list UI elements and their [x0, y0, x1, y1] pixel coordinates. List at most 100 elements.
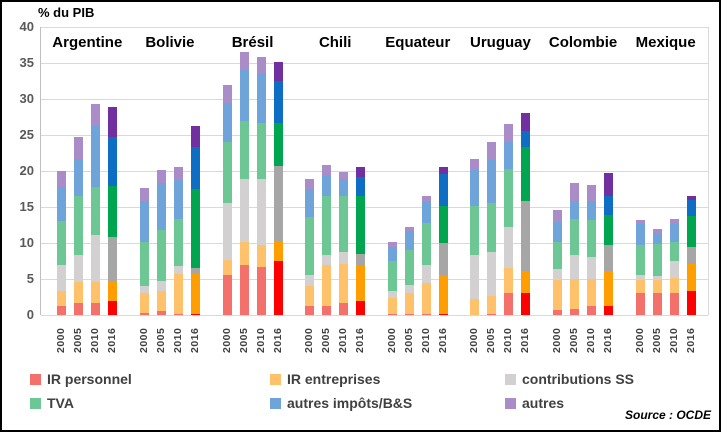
bar-segment-autres: [438, 166, 448, 174]
bar-segment-autres: [356, 166, 366, 177]
bar-segment-IR entreprises: [339, 263, 349, 304]
gridline: [41, 135, 708, 136]
y-tick-label: 30: [19, 91, 34, 106]
country-label: Mexique: [635, 34, 696, 51]
bar-segment-autres: [222, 85, 232, 104]
bar-segment-autres impôts/B&S: [553, 222, 563, 243]
bar-segment-IR entreprises: [273, 240, 283, 261]
bar-segment-autres impôts/B&S: [91, 125, 101, 187]
bar-segment-autres impôts/B&S: [669, 223, 679, 243]
bar-segment-contributions SS: [190, 268, 200, 274]
bar-segment-autres: [570, 183, 580, 201]
bar-segment-autres impôts/B&S: [239, 70, 249, 122]
year-label: 2005: [402, 327, 415, 353]
stacked-bar: [604, 172, 614, 315]
stacked-bar: [190, 125, 200, 315]
bar-segment-TVA: [173, 218, 183, 267]
legend-label: contributions SS: [522, 371, 634, 387]
stacked-bar: [173, 167, 183, 315]
bar-segment-autres: [604, 172, 614, 197]
bar-segment-IR entreprises: [74, 281, 84, 304]
year-label: 2010: [171, 327, 184, 353]
bar-segment-contributions SS: [173, 266, 183, 274]
year-label: 2016: [106, 327, 119, 353]
stacked-bar: [521, 112, 531, 315]
stacked-bar: [652, 229, 662, 315]
bar-segment-IR personnel: [504, 293, 514, 315]
bar-segment-IR personnel: [339, 303, 349, 315]
bar-segment-autres: [322, 165, 332, 177]
bar-segment-IR entreprises: [652, 279, 662, 294]
legend-item: contributions SS: [505, 371, 700, 387]
bar-segment-contributions SS: [139, 285, 149, 294]
bar-segment-TVA: [57, 220, 67, 265]
bar-segment-autres: [139, 188, 149, 201]
stacked-bar: [239, 52, 249, 315]
bar-segment-autres impôts/B&S: [57, 186, 67, 221]
stacked-bar: [470, 158, 480, 315]
legend-label: autres: [522, 395, 565, 411]
bar-segment-autres: [239, 52, 249, 71]
bar-segment-IR entreprises: [604, 271, 614, 307]
bar-segment-contributions SS: [305, 274, 315, 286]
gridline: [41, 207, 708, 208]
bar-segment-autres impôts/B&S: [339, 178, 349, 196]
bar-segment-contributions SS: [604, 245, 614, 272]
year-label: 2000: [220, 327, 233, 353]
y-tick-label: 35: [19, 55, 34, 70]
bar-segment-autres: [635, 220, 645, 224]
y-tick-label: 5: [26, 271, 34, 286]
year-label: 2010: [502, 327, 515, 353]
year-label: 2010: [254, 327, 267, 353]
legend-label: TVA: [47, 395, 74, 411]
bar-segment-contributions SS: [222, 202, 232, 261]
bar-segment-contributions SS: [404, 284, 414, 294]
bar-segment-TVA: [438, 206, 448, 244]
bar-segment-IR entreprises: [635, 280, 645, 294]
bar-segment-IR personnel: [190, 313, 200, 315]
stacked-bar: [256, 56, 266, 315]
stacked-bar: [156, 170, 166, 315]
bar-segment-autres impôts/B&S: [570, 200, 580, 219]
bar-segment-autres impôts/B&S: [604, 196, 614, 215]
country-label: Bolivie: [145, 34, 195, 51]
bar-segment-autres impôts/B&S: [356, 176, 366, 196]
bar-segment-autres: [421, 195, 431, 201]
bar-segment-contributions SS: [273, 165, 283, 241]
bar-segment-TVA: [404, 249, 414, 285]
stacked-bar: [553, 209, 563, 315]
bar-segment-autres impôts/B&S: [139, 200, 149, 243]
bar-segment-IR personnel: [587, 306, 597, 315]
stacked-bar: [356, 166, 366, 315]
stacked-bar: [273, 62, 283, 315]
bar-segment-IR entreprises: [487, 296, 497, 315]
year-label: 2016: [354, 327, 367, 353]
bar-segment-contributions SS: [504, 227, 514, 269]
bar-segment-IR personnel: [652, 293, 662, 315]
stacked-bar: [570, 183, 580, 315]
bar-segment-IR personnel: [139, 312, 149, 315]
bar-segment-contributions SS: [669, 261, 679, 278]
year-label: 2005: [154, 327, 167, 353]
bar-segment-autres: [273, 62, 283, 82]
bar-segment-IR entreprises: [553, 280, 563, 310]
bar-segment-IR personnel: [387, 314, 397, 315]
bar-segment-TVA: [108, 186, 118, 237]
year-label: 2010: [585, 327, 598, 353]
bar-segment-autres: [173, 167, 183, 180]
bar-segment-TVA: [470, 205, 480, 255]
year-label: 2005: [72, 327, 85, 353]
year-label: 2005: [485, 327, 498, 353]
bar-segment-contributions SS: [256, 178, 266, 246]
bar-segment-TVA: [239, 121, 249, 179]
legend-item: TVA: [30, 395, 270, 411]
bar-segment-IR entreprises: [570, 279, 580, 309]
year-label: 2000: [303, 327, 316, 353]
bar-segment-autres impôts/B&S: [686, 199, 696, 217]
country-group: Brésil 2000 2005 2010 2016: [211, 27, 294, 360]
legend: IR personnel IR entreprises contributions …: [30, 371, 700, 411]
bar-segment-TVA: [339, 195, 349, 253]
legend-swatch: [270, 373, 281, 385]
bar-segment-autres impôts/B&S: [256, 73, 266, 123]
bar-segment-autres impôts/B&S: [305, 189, 315, 218]
